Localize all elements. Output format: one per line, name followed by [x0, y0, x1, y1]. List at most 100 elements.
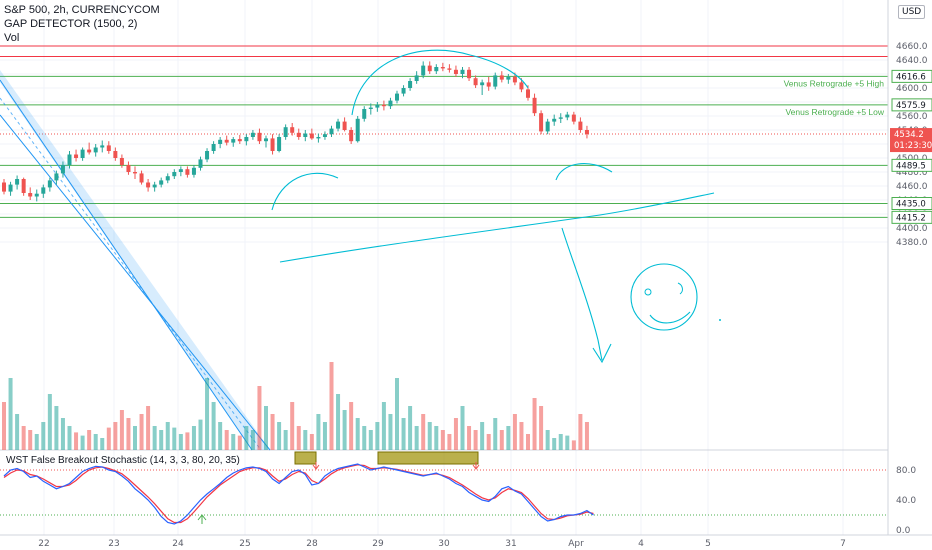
volume-bar [421, 414, 426, 450]
candle [362, 106, 367, 122]
candle [506, 74, 511, 84]
candle-body [146, 182, 151, 188]
volume-bar [427, 422, 432, 450]
volume-bar [257, 386, 262, 450]
volume-bar [349, 402, 354, 450]
volume-bar [205, 378, 210, 450]
candle-body [2, 182, 6, 192]
candle-body [303, 133, 308, 137]
candle [270, 134, 275, 155]
candle-body [519, 82, 524, 90]
volume-bar [316, 414, 321, 450]
hand-drawings[interactable] [271, 49, 721, 364]
candle-body [60, 165, 65, 174]
x-tick-label: 7 [840, 539, 846, 549]
candle [211, 141, 216, 154]
volume-bar [309, 434, 314, 450]
candle-body [362, 109, 367, 119]
descending-channel-drawing[interactable] [0, 70, 271, 451]
stochastic-pane: 80.0 40.0 0.0 [0, 451, 916, 536]
candle [381, 100, 386, 111]
candle [349, 127, 354, 144]
level-badge-text: 4616.6 [896, 72, 926, 82]
sell-signal-arrow [472, 462, 480, 470]
volume-bar [539, 406, 544, 450]
x-tick-label: 29 [372, 539, 384, 549]
y-tick-label: 4460.0 [896, 182, 928, 192]
candle [552, 114, 557, 126]
candle [244, 134, 249, 146]
candle-body [93, 147, 98, 153]
x-tick-label: 25 [239, 539, 250, 549]
candle [237, 134, 242, 144]
candle [342, 117, 347, 132]
volume-bar [100, 438, 105, 450]
y-tick-label: 4640.0 [896, 56, 928, 66]
horizontal-levels[interactable]: Venus Retrograde +5 High Venus Retrograde… [0, 45, 888, 218]
candle-body [283, 127, 288, 137]
candle-body [349, 130, 354, 142]
candle-body [447, 68, 452, 70]
candle [100, 140, 105, 153]
candle [408, 78, 413, 91]
volume-bar [106, 427, 111, 450]
candle [578, 117, 583, 133]
volume-bar [355, 418, 360, 450]
volume-bar [473, 430, 478, 450]
volume-bar [329, 362, 334, 450]
volume-bar [87, 430, 92, 450]
candle-body [28, 193, 33, 197]
candle [532, 93, 537, 116]
candle [309, 128, 314, 140]
candle [427, 61, 432, 74]
candle [296, 128, 301, 140]
candle-body [539, 113, 544, 132]
candle-body [152, 184, 157, 188]
candle [277, 134, 282, 153]
candle [165, 173, 170, 184]
candle [264, 135, 268, 148]
candle-body [198, 159, 203, 168]
candle [414, 71, 419, 84]
indicator-gap-detector[interactable]: GAP DETECTOR (1500, 2) [4, 18, 138, 30]
volume-bar [414, 426, 419, 450]
candle-body [250, 132, 255, 137]
candle [139, 170, 144, 185]
candle [47, 177, 52, 192]
candle-body [100, 145, 105, 148]
candle [191, 165, 196, 178]
volume-bar [558, 434, 563, 450]
level-label: Venus Retrograde +5 Low [785, 107, 884, 117]
candle [447, 64, 452, 73]
indicator-volume[interactable]: Vol [4, 32, 20, 44]
volume-bar [21, 426, 26, 450]
candle-body [460, 69, 465, 74]
volume-bar [578, 414, 583, 450]
volume-bar [250, 430, 255, 450]
symbol-title[interactable]: S&P 500, 2h, CURRENCYCOM [4, 4, 160, 16]
x-tick-label: 24 [172, 539, 184, 549]
candle-body [139, 173, 144, 183]
level-badge-text: 4575.9 [896, 101, 926, 111]
candle [329, 125, 334, 137]
candle-body [571, 114, 576, 122]
candle [480, 79, 485, 95]
candle [41, 184, 46, 198]
candle-body [47, 180, 52, 188]
candle-body [277, 137, 282, 151]
volume-bar [93, 434, 98, 450]
candle [28, 187, 33, 200]
y-tick-label: 4380.0 [896, 238, 928, 248]
candle [473, 75, 478, 88]
currency-badge[interactable]: USD [898, 5, 926, 19]
oscillator-title[interactable]: WST False Breakout Stochastic (14, 3, 3,… [6, 455, 240, 466]
x-tick-label: 31 [505, 539, 516, 549]
time-axis[interactable]: 22 23 24 25 28 29 30 31 Apr 4 5 7 [0, 534, 932, 549]
level-badge [891, 197, 932, 210]
x-tick-label: 4 [638, 539, 644, 549]
volume-bar [159, 430, 164, 450]
volume-bar [47, 394, 52, 450]
volume-bar [139, 414, 144, 450]
candle-body [486, 82, 491, 87]
